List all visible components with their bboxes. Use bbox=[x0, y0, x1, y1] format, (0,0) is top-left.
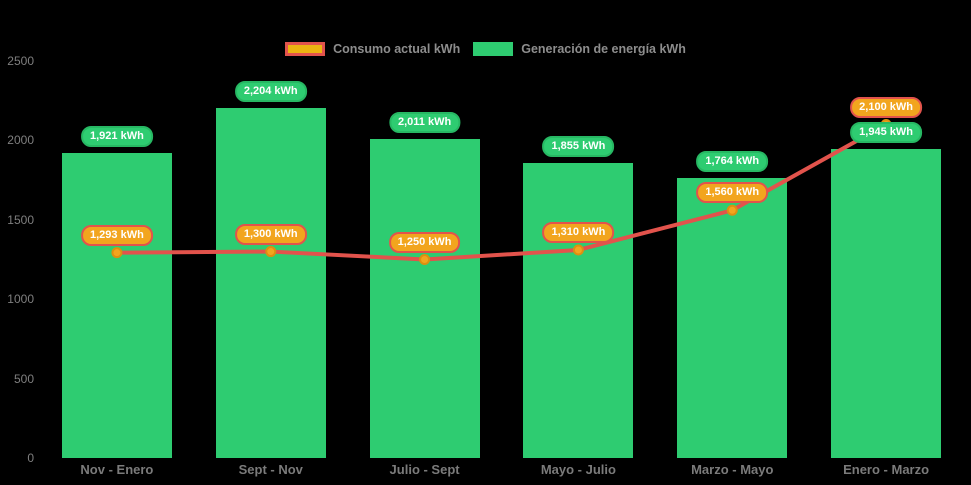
legend-item-generation[interactable]: Generación de energía kWh bbox=[473, 42, 686, 56]
generation-value-label: 2,204 kWh bbox=[234, 81, 307, 103]
y-tick-label: 1000 bbox=[7, 292, 34, 307]
legend-item-consumption[interactable]: Consumo actual kWh bbox=[285, 42, 460, 56]
generation-value-label: 2,011 kWh bbox=[388, 111, 461, 133]
y-tick-label: 0 bbox=[27, 451, 34, 465]
generation-value-label: 1,764 kWh bbox=[696, 150, 769, 172]
x-axis: Nov - Enero Sept - Nov Julio - Sept Mayo - … bbox=[40, 462, 963, 482]
x-tick-label: Nov - Enero bbox=[80, 462, 154, 477]
x-tick-label: Julio - Sept bbox=[389, 462, 460, 477]
consumption-value-label: 1,250 kWh bbox=[388, 231, 461, 253]
consumption-line-layer bbox=[111, 119, 892, 265]
generation-value-label: 1,945 kWh bbox=[850, 122, 922, 144]
y-axis: 0 500 1000 1500 2000 2500 bbox=[0, 54, 34, 465]
consumption-line bbox=[116, 122, 888, 262]
chart-legend: Consumo actual kWh Generación de energía… bbox=[0, 40, 971, 58]
consumption-value-label: 1,310 kWh bbox=[542, 221, 615, 243]
consumption-value-label: 1,300 kWh bbox=[234, 223, 307, 245]
consumption-line-point[interactable] bbox=[419, 254, 431, 265]
generation-bar[interactable] bbox=[61, 152, 172, 458]
generation-value-label: 1,855 kWh bbox=[542, 136, 615, 158]
y-tick-label: 2000 bbox=[7, 133, 34, 148]
x-tick-label: Sept - Nov bbox=[238, 462, 303, 477]
generation-bar[interactable] bbox=[523, 163, 634, 458]
consumption-swatch-icon bbox=[285, 42, 326, 56]
x-tick-label: Mayo - Julio bbox=[540, 462, 616, 477]
y-tick-label: 1500 bbox=[7, 212, 34, 227]
consumption-line-point[interactable] bbox=[726, 204, 738, 216]
generation-swatch-icon bbox=[473, 42, 514, 56]
y-tick-label: 500 bbox=[13, 371, 34, 386]
x-tick-label: Marzo - Mayo bbox=[691, 462, 774, 477]
consumption-line-point[interactable] bbox=[111, 247, 123, 259]
consumption-value-label: 1,560 kWh bbox=[696, 182, 769, 204]
consumption-line-point[interactable] bbox=[265, 246, 277, 258]
consumption-value-label: 2,100 kWh bbox=[850, 96, 922, 118]
generation-value-label: 1,921 kWh bbox=[81, 125, 153, 147]
generation-bar[interactable] bbox=[215, 108, 326, 458]
legend-label-generation: Generación de energía kWh bbox=[521, 42, 686, 56]
y-tick-label: 2500 bbox=[7, 54, 34, 68]
generation-bar[interactable] bbox=[831, 149, 942, 458]
x-tick-label: Enero - Marzo bbox=[843, 462, 930, 477]
generation-bar[interactable] bbox=[369, 138, 480, 458]
legend-label-consumption: Consumo actual kWh bbox=[333, 42, 461, 56]
consumption-value-label: 1,293 kWh bbox=[81, 224, 153, 246]
plot-area: 1,921 kWh 2,204 kWh 2,011 kWh 1,855 kWh 1,76… bbox=[40, 61, 963, 458]
consumption-line-point[interactable] bbox=[572, 244, 584, 256]
generation-bar[interactable] bbox=[677, 177, 788, 458]
